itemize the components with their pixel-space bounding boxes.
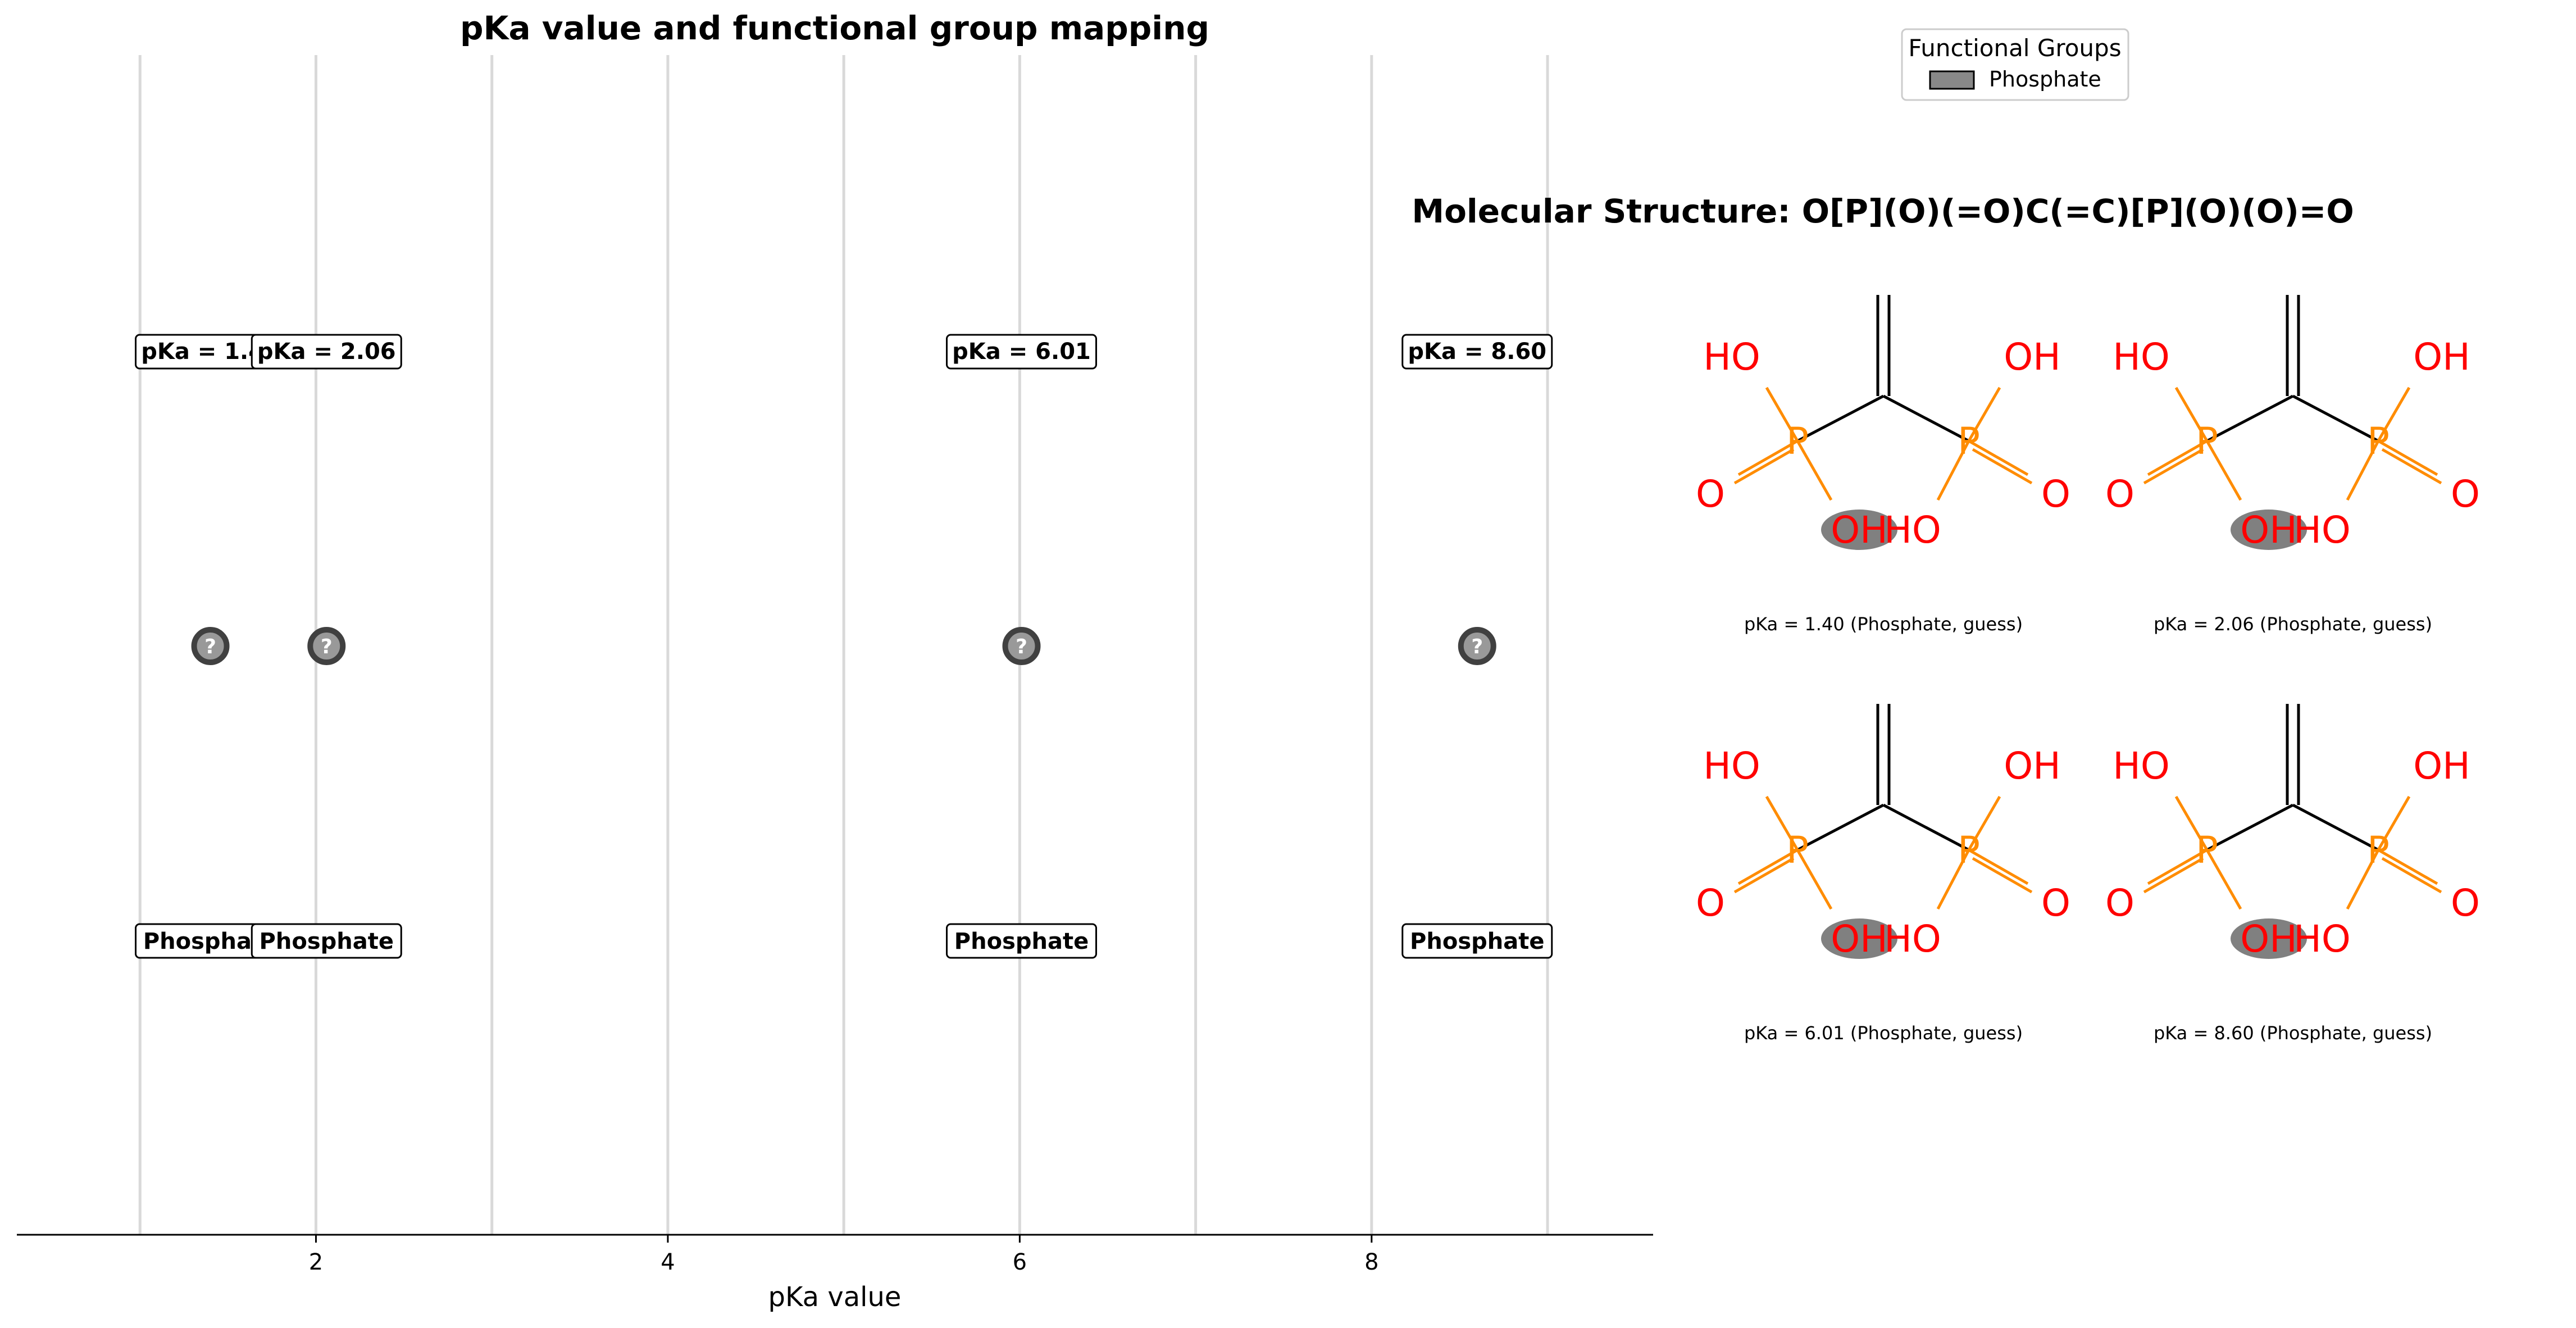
svg-text:Phosphate: Phosphate	[1410, 929, 1544, 954]
group-highlight	[2231, 918, 2307, 959]
structure-caption: pKa = 2.06 (Phosphate, guess)	[2154, 613, 2432, 635]
atom-label: O	[1696, 881, 1725, 925]
x-tick-label: 8	[1364, 1249, 1378, 1275]
data-point-symbol: ?	[204, 635, 216, 658]
chart-title: pKa value and functional group mapping	[460, 9, 1209, 47]
atom-label: OH	[2240, 917, 2297, 961]
atom-label: P	[2196, 829, 2218, 872]
legend: Functional Groups Phosphate	[1901, 28, 2129, 101]
x-axis-label: pKa value	[768, 1281, 902, 1313]
x-tick-label: 2	[309, 1249, 323, 1275]
atom-label: P	[2367, 829, 2390, 872]
structure-caption: pKa = 6.01 (Phosphate, guess)	[1744, 1022, 2023, 1044]
structure-caption: pKa = 1.40 (Phosphate, guess)	[1744, 613, 2023, 635]
atom-label: P	[1786, 420, 1809, 463]
grid-lines	[138, 55, 1549, 1235]
svg-text:pKa = 6.01: pKa = 6.01	[952, 339, 1091, 365]
data-point	[191, 627, 230, 665]
legend-swatch	[1929, 70, 1975, 90]
svg-text:Phosphate: Phosphate	[954, 929, 1089, 954]
atom-label: HO	[1884, 917, 1941, 961]
atom-label: O	[2041, 472, 2070, 516]
atom-label: HO	[1703, 335, 1760, 379]
data-point	[307, 627, 346, 665]
atom-label: HO	[1703, 744, 1760, 788]
atom-label: P	[1786, 829, 1809, 872]
x-axis: 2 4 6 8	[17, 1234, 1653, 1275]
group-label: Phosphate	[1401, 923, 1553, 959]
atom-label: HO	[2293, 917, 2351, 961]
group-label: Phosphate	[946, 923, 1098, 959]
svg-text:pKa = 2.06: pKa = 2.06	[257, 339, 396, 365]
atom-label: HO	[2293, 508, 2351, 552]
structure-caption: pKa = 8.60 (Phosphate, guess)	[2154, 1022, 2432, 1044]
svg-text:pKa = 8.60: pKa = 8.60	[1408, 339, 1546, 365]
pka-label: pKa = 8.60	[1401, 334, 1553, 370]
atom-label: O	[2105, 881, 2134, 925]
atom-label: P	[1958, 829, 1980, 872]
atom-label: OH	[2004, 335, 2061, 379]
atom-label: OH	[2413, 744, 2470, 788]
atom-label: O	[2451, 472, 2480, 516]
group-highlight	[2231, 510, 2307, 550]
atom-label: OH	[1831, 508, 1888, 552]
structure-title: Molecular Structure: O[P](O)(=O)C(=C)[P]…	[1412, 192, 2354, 230]
atom-label: OH	[2004, 744, 2061, 788]
data-point-symbol: ?	[1471, 635, 1483, 658]
data-point-symbol: ?	[321, 635, 333, 658]
atom-label: O	[2041, 881, 2070, 925]
atom-label: O	[2105, 472, 2134, 516]
legend-entry-label: Phosphate	[1989, 67, 2101, 92]
atom-label: P	[2196, 420, 2218, 463]
atom-label: O	[1696, 472, 1725, 516]
data-point-symbol: ?	[1016, 635, 1027, 658]
pka-label: pKa = 6.01	[946, 334, 1098, 370]
atom-label: OH	[2240, 508, 2297, 552]
x-tick-label: 6	[1013, 1249, 1027, 1275]
legend-title: Functional Groups	[1908, 34, 2121, 62]
atom-label: OH	[1831, 917, 1888, 961]
data-point	[1002, 627, 1041, 665]
atom-label: HO	[2113, 335, 2170, 379]
group-highlight	[1821, 918, 1897, 959]
group-label: Phosphate	[251, 923, 402, 959]
atom-label: O	[2451, 881, 2480, 925]
atom-label: OH	[2413, 335, 2470, 379]
atom-label: P	[1958, 420, 1980, 463]
pka-label: pKa = 2.06	[251, 334, 402, 370]
atom-label: HO	[2113, 744, 2170, 788]
svg-text:Phosphate: Phosphate	[260, 929, 394, 954]
group-highlight	[1821, 510, 1897, 550]
atom-label: P	[2367, 420, 2390, 463]
atom-label: HO	[1884, 508, 1941, 552]
data-point	[1458, 627, 1496, 665]
x-tick-label: 4	[661, 1249, 675, 1275]
